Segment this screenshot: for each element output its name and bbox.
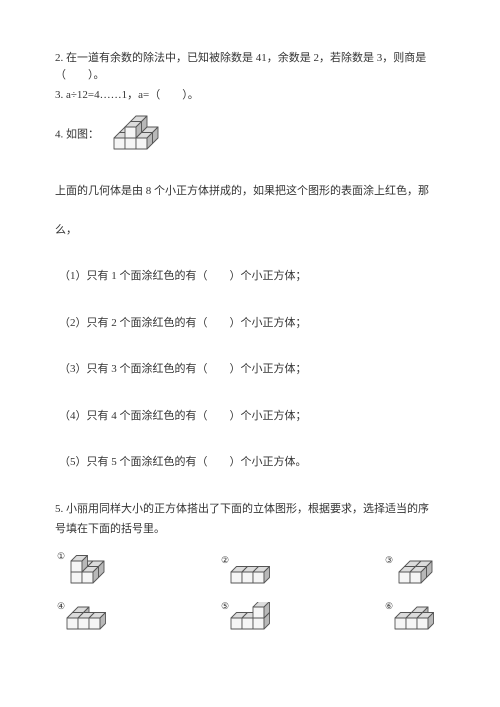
q5-fig-3: ③ [385, 556, 443, 588]
spacer [55, 382, 445, 408]
cube-shape-6 [389, 602, 439, 634]
cube-shape-4 [61, 602, 111, 634]
q4-figure [108, 108, 172, 162]
spacer [55, 428, 445, 454]
q4-desc: 上面的几何体是由 8 个小正方体拼成的，如果把这个图形的表面涂上红色，那 [55, 183, 445, 200]
cube-shape-2 [225, 556, 275, 588]
q5-fig-4: ④ [57, 602, 115, 634]
spacer [55, 204, 445, 222]
q4-desc2: 么， [55, 222, 445, 239]
q4-item-4: （4）只有 4 个面涂红色的有（ ）个小正方体； [55, 408, 445, 425]
q5-row-2: ④ ⑤ ⑥ [57, 602, 443, 634]
q3-text: 3. a÷12=4……1，a=（ ）。 [55, 87, 445, 104]
q5-num-4: ④ [57, 600, 65, 614]
spacer [55, 242, 445, 268]
q5-num-6: ⑥ [385, 600, 393, 614]
q5-text2: 号填在下面的括号里。 [55, 521, 445, 538]
q5-fig-5: ⑤ [221, 602, 279, 634]
q5-text1: 5. 小丽用同样大小的正方体搭出了下面的立体图形，根据要求，选择适当的序 [55, 501, 445, 518]
q5-fig-2: ② [221, 556, 279, 588]
q5-num-2: ② [221, 554, 229, 568]
q4-item-2: （2）只有 2 个面涂红色的有（ ）个小正方体； [55, 315, 445, 332]
cube-shape-1 [61, 552, 111, 588]
spacer [55, 335, 445, 361]
spacer [55, 165, 445, 183]
spacer [55, 289, 445, 315]
cube-shape-5 [225, 602, 275, 634]
q4-item-1: （1）只有 1 个面涂红色的有（ ）个小正方体； [55, 268, 445, 285]
q4-item-3: （3）只有 3 个面涂红色的有（ ）个小正方体； [55, 361, 445, 378]
q4-label: 4. 如图： [55, 128, 99, 140]
q5-num-1: ① [57, 550, 65, 564]
cubes-8-figure [108, 108, 172, 156]
q5-fig-1: ① [57, 552, 115, 588]
q5-num-5: ⑤ [221, 600, 229, 614]
q5-row-1: ① ② ③ [57, 552, 443, 588]
cube-shape-3 [389, 556, 439, 588]
q4-label-line: 4. 如图： [55, 108, 445, 162]
page: 2. 在一道有余数的除法中，已知被除数是 41，余数是 2，若除数是 3，则商是… [0, 0, 500, 672]
spacer [55, 475, 445, 501]
q4-item-5: （5）只有 5 个面涂红色的有（ ）个小正方体。 [55, 454, 445, 471]
q5-fig-6: ⑥ [385, 602, 443, 634]
q5-num-3: ③ [385, 554, 393, 568]
q2-text: 2. 在一道有余数的除法中，已知被除数是 41，余数是 2，若除数是 3，则商是… [55, 50, 445, 83]
